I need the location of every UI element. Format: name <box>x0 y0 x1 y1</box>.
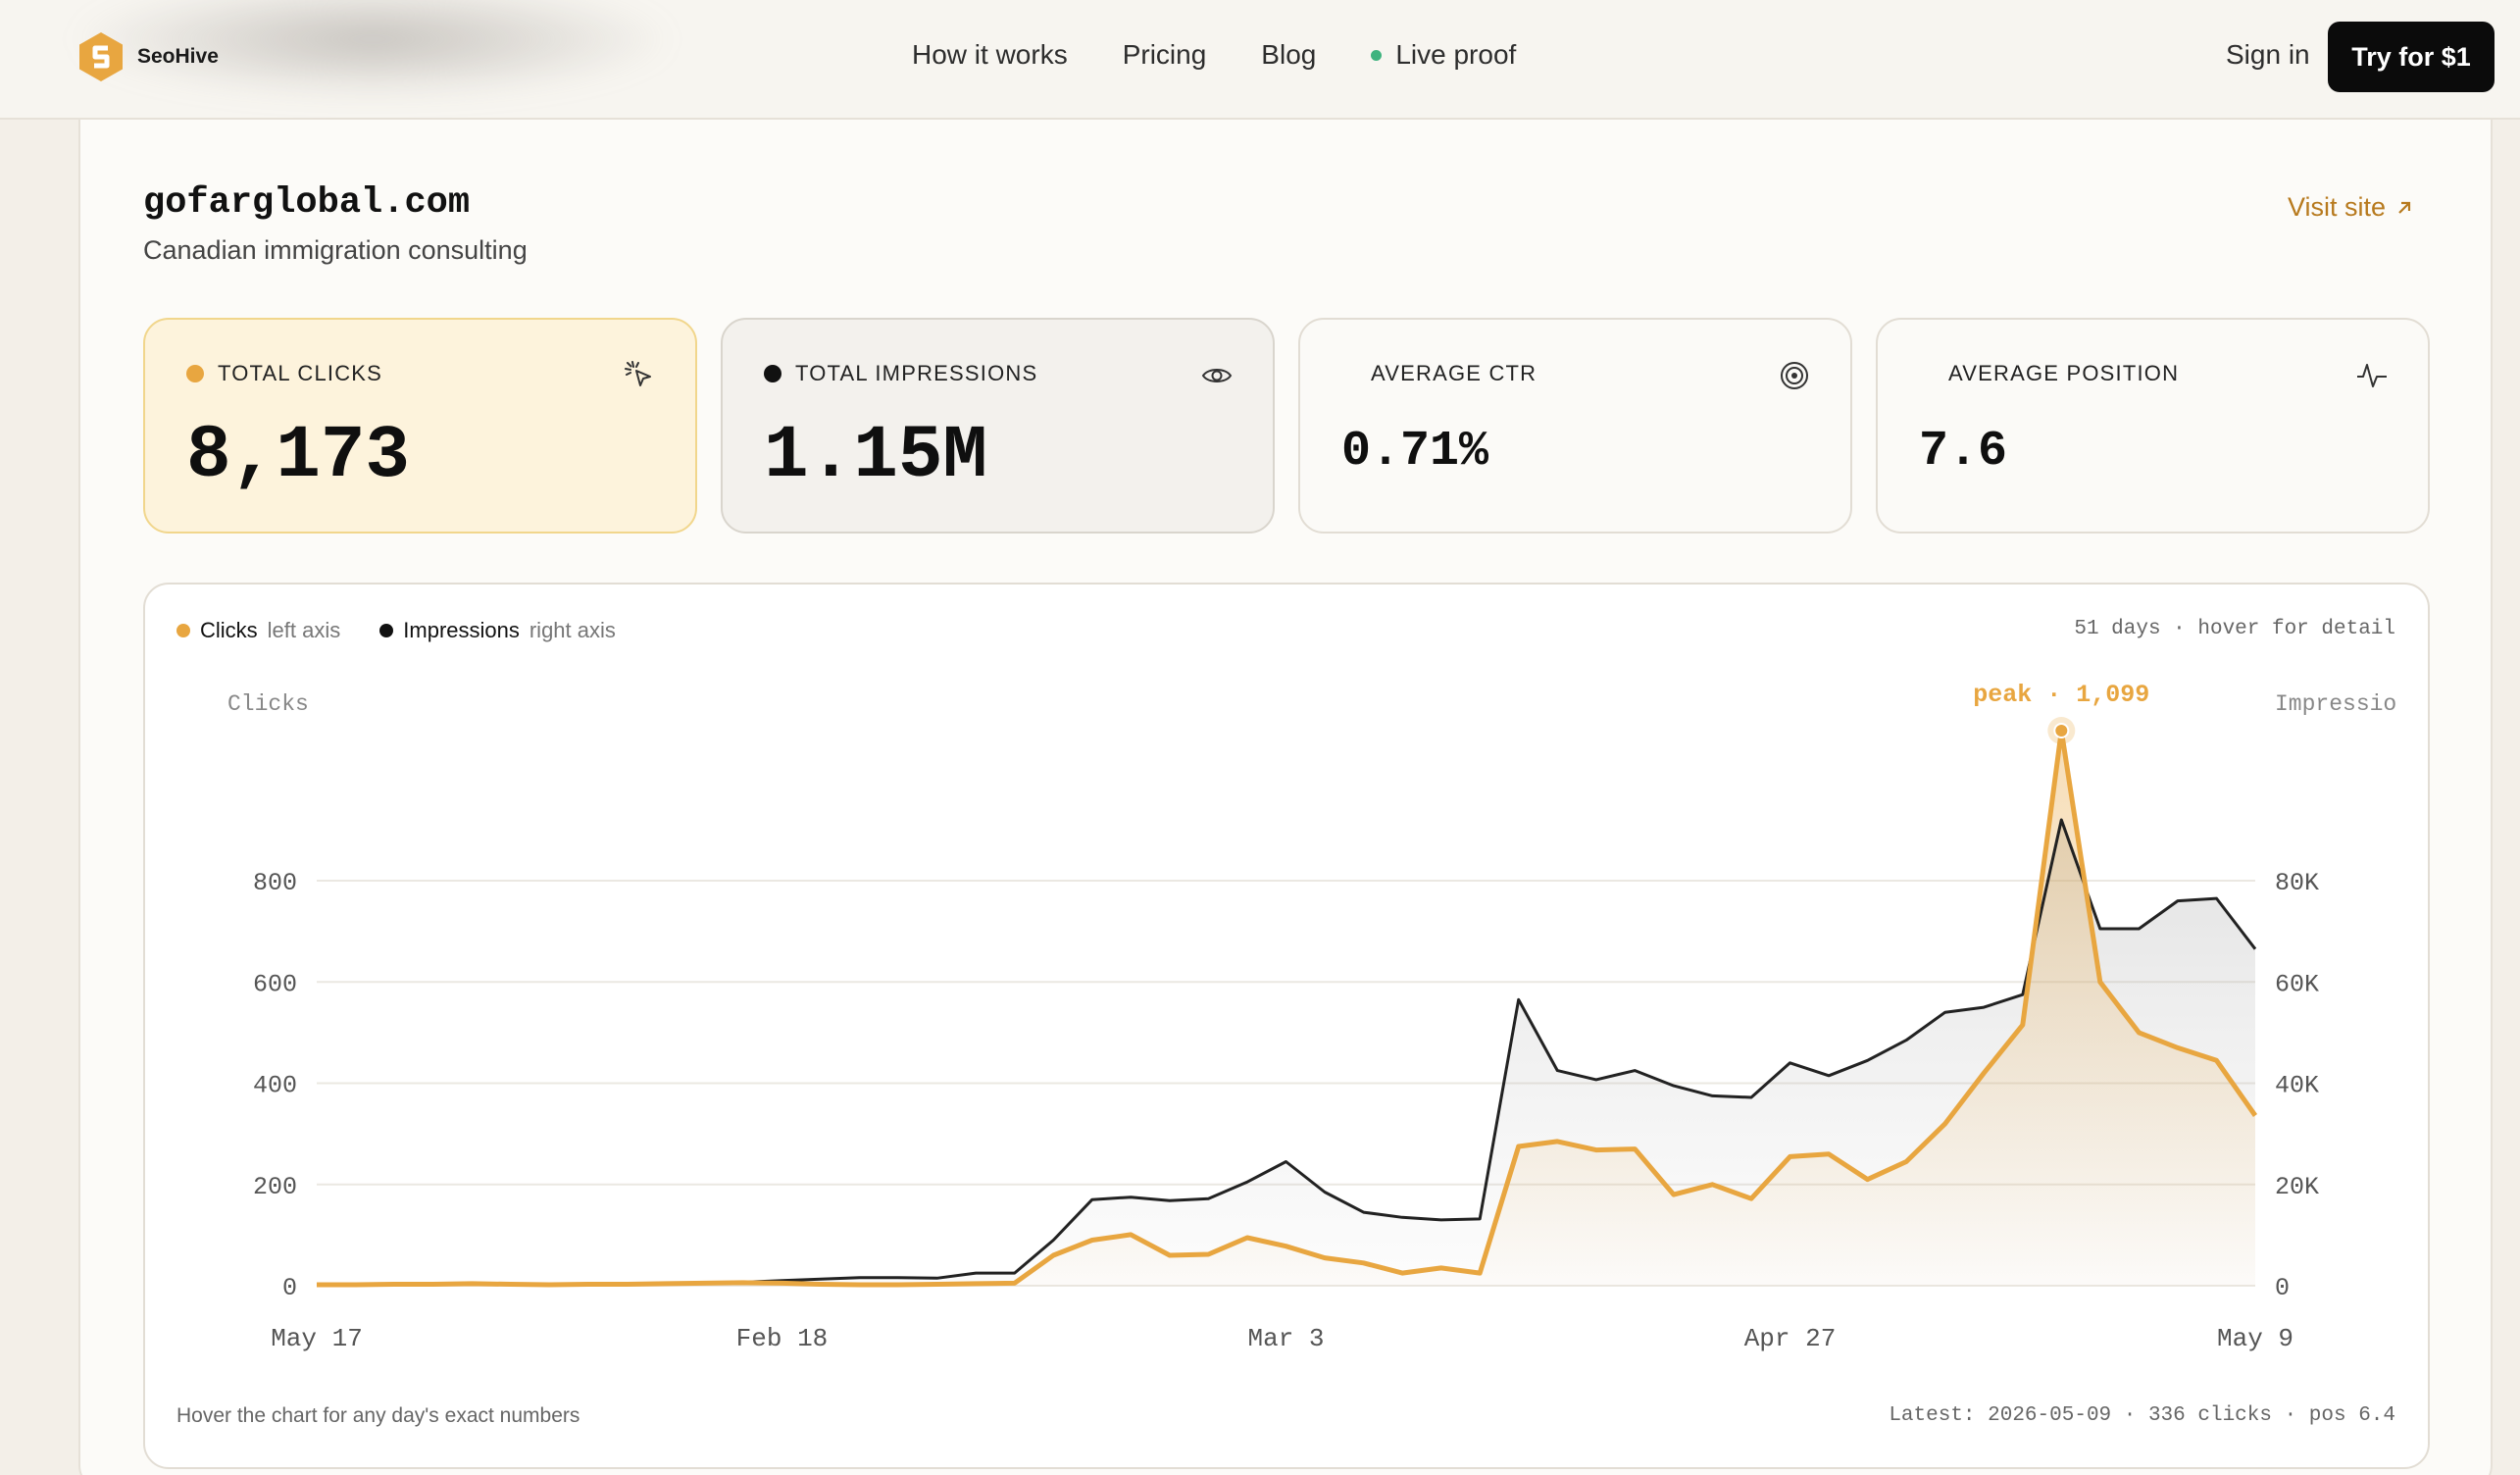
nav-links: How it works Pricing Blog Live proof <box>912 39 1516 71</box>
arrow-up-right-icon <box>2398 201 2411 214</box>
chart-hover-hint: Hover the chart for any day's exact numb… <box>176 1404 580 1427</box>
nav-link-pricing[interactable]: Pricing <box>1122 39 1207 70</box>
visit-site-link[interactable]: Visit site <box>2288 192 2413 223</box>
target-icon <box>1781 362 1808 389</box>
live-status-dot-icon <box>1371 49 1383 61</box>
cursor-click-icon <box>625 361 651 386</box>
sign-in-link[interactable]: Sign in <box>2226 39 2310 70</box>
chart-meta: 51 days · hover for detail <box>2074 618 2395 640</box>
chart-card <box>143 583 2430 1469</box>
stat-value: 7.6 <box>1919 424 2008 480</box>
stat-label-text: TOTAL IMPRESSIONS <box>795 361 1038 385</box>
stat-card-total-clicks[interactable]: TOTAL CLICKS 8,173 <box>143 318 697 534</box>
stat-value: 1.15M <box>764 414 988 498</box>
nav-link-blog[interactable]: Blog <box>1261 39 1317 70</box>
try-for-1-button[interactable]: Try for $1 <box>2328 22 2495 92</box>
legend-impressions-name: Impressions <box>403 618 520 642</box>
stat-label-text: AVERAGE CTR <box>1371 361 1537 385</box>
hexagon-logo-icon <box>79 32 123 81</box>
stat-label-text: TOTAL CLICKS <box>218 361 383 385</box>
legend-clicks-dot-icon <box>176 624 190 637</box>
legend-impressions-axis: right axis <box>529 618 616 642</box>
activity-icon <box>2357 364 2387 387</box>
stat-label: AVERAGE CTR <box>1371 361 1537 386</box>
legend-clicks-name: Clicks <box>200 618 258 642</box>
stat-value: 0.71% <box>1341 424 1489 480</box>
nav-link-live-proof-label: Live proof <box>1395 39 1517 70</box>
visit-site-label: Visit site <box>2288 192 2387 222</box>
stat-value: 8,173 <box>186 414 411 498</box>
nav-link-live-proof[interactable]: Live proof <box>1371 39 1516 71</box>
chart-latest-summary: Latest: 2026-05-09 · 336 clicks · pos 6.… <box>1889 1404 2395 1427</box>
nav-link-how-it-works[interactable]: How it works <box>912 39 1068 70</box>
stat-label: AVERAGE POSITION <box>1948 361 2179 386</box>
nav-blur-overlay <box>69 0 677 98</box>
stat-label-text: AVERAGE POSITION <box>1948 361 2180 385</box>
chart-legend: Clicks left axis Impressions right axis <box>176 618 645 643</box>
stat-card-total-impressions[interactable]: TOTAL IMPRESSIONS 1.15M <box>721 318 1275 534</box>
top-nav: SeoHive How it works Pricing Blog Live p… <box>0 0 2520 120</box>
eye-icon <box>1201 369 1233 382</box>
impressions-dot-icon <box>764 365 781 382</box>
site-name: gofarglobal.com <box>143 182 471 224</box>
stat-label: TOTAL CLICKS <box>186 361 382 386</box>
brand-name: SeoHive <box>137 45 219 68</box>
clicks-dot-icon <box>186 365 204 382</box>
stat-label: TOTAL IMPRESSIONS <box>764 361 1037 386</box>
legend-clicks-axis: left axis <box>267 618 341 642</box>
stat-card-average-position[interactable]: AVERAGE POSITION 7.6 <box>1876 318 2430 534</box>
legend-impressions-dot-icon <box>379 624 394 637</box>
stat-card-average-ctr[interactable]: AVERAGE CTR 0.71% <box>1298 318 1852 534</box>
site-description: Canadian immigration consulting <box>143 235 528 265</box>
brand-logo[interactable]: SeoHive <box>78 31 219 82</box>
